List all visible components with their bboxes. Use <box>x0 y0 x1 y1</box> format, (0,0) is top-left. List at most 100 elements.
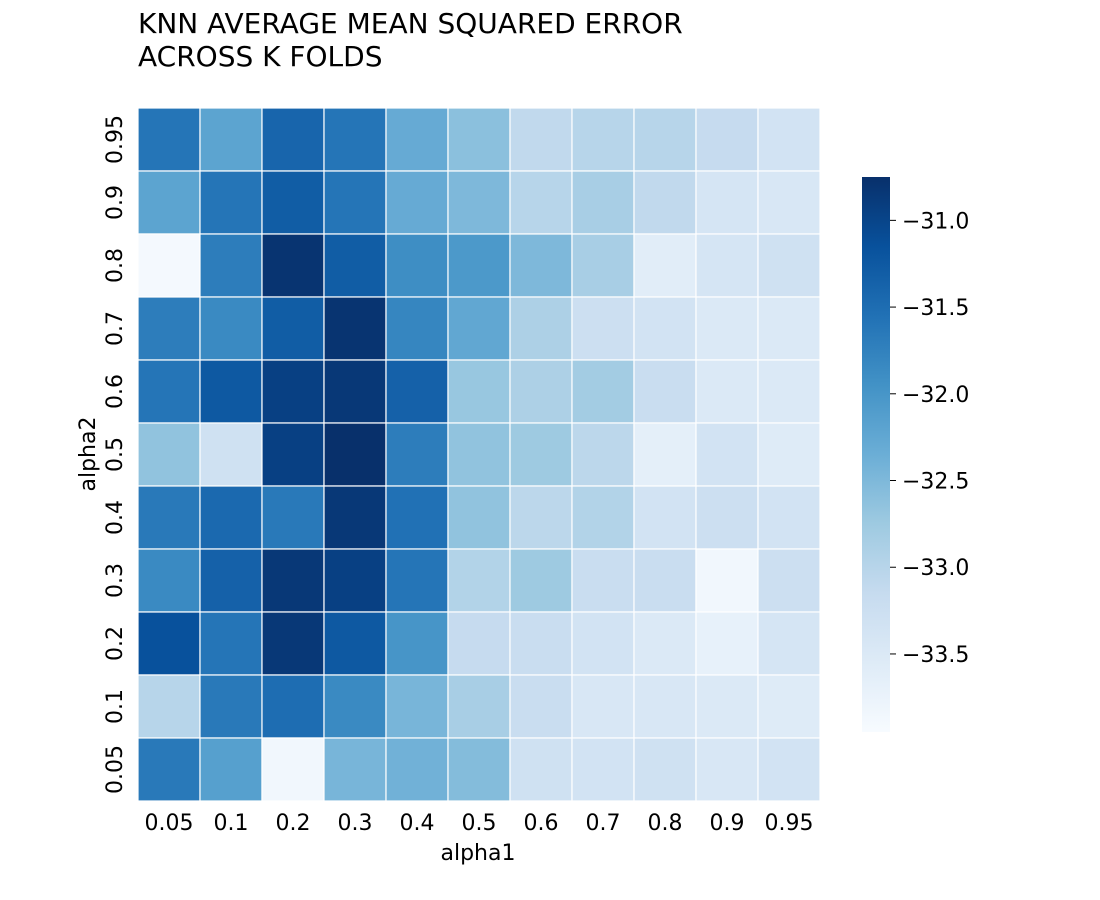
heatmap-cell-r10-c9 <box>695 737 759 802</box>
heatmap-cell-r5-c6 <box>509 422 573 487</box>
x-tick-label: 0.1 <box>214 811 249 836</box>
y-tick-label: 0.3 <box>103 563 128 598</box>
heatmap-cell-r3-c4 <box>385 296 449 361</box>
y-tick-label: 0.7 <box>103 311 128 346</box>
heatmap-cell-r4-c10 <box>757 359 821 424</box>
heatmap-cell-r10-c6 <box>509 737 573 802</box>
y-tick-label: 0.6 <box>103 374 128 409</box>
heatmap-cell-r9-c2 <box>261 674 325 739</box>
heatmap-cell-r10-c4 <box>385 737 449 802</box>
heatmap-cell-r4-c6 <box>509 359 573 424</box>
heatmap-cell-r3-c3 <box>323 296 387 361</box>
heatmap-cell-r8-c1 <box>199 611 263 676</box>
x-tick-label: 0.7 <box>586 811 621 836</box>
heatmap-cell-r6-c1 <box>199 485 263 550</box>
heatmap-cell-r1-c2 <box>261 170 325 235</box>
heatmap-cell-r3-c1 <box>199 296 263 361</box>
x-tick-label: 0.05 <box>145 811 194 836</box>
heatmap-cell-r10-c10 <box>757 737 821 802</box>
heatmap-cell-r9-c10 <box>757 674 821 739</box>
heatmap-cell-r5-c9 <box>695 422 759 487</box>
heatmap-cell-r7-c3 <box>323 548 387 613</box>
heatmap-cell-r6-c6 <box>509 485 573 550</box>
heatmap-cell-r9-c4 <box>385 674 449 739</box>
x-tick-label: 0.9 <box>710 811 745 836</box>
y-tick-label: 0.05 <box>103 745 128 794</box>
heatmap-cell-r1-c9 <box>695 170 759 235</box>
heatmap-cell-r5-c10 <box>757 422 821 487</box>
heatmap-cell-r6-c3 <box>323 485 387 550</box>
heatmap-cell-r6-c9 <box>695 485 759 550</box>
heatmap-cell-r7-c4 <box>385 548 449 613</box>
heatmap-cell-r7-c10 <box>757 548 821 613</box>
y-axis-ticks: 0.95 0.9 0.8 0.7 0.6 0.5 0.4 0.3 0.2 0.1 0.05 <box>103 115 128 794</box>
heatmap-cell-r5-c1 <box>199 422 263 487</box>
heatmap-cell-r6-c10 <box>757 485 821 550</box>
heatmap-cell-r8-c5 <box>447 611 511 676</box>
heatmap-cell-r9-c7 <box>571 674 635 739</box>
heatmap-cell-r7-c5 <box>447 548 511 613</box>
heatmap-cell-r8-c6 <box>509 611 573 676</box>
heatmap-cell-r5-c4 <box>385 422 449 487</box>
heatmap-cell-r2-c10 <box>757 233 821 298</box>
y-tick-label: 0.1 <box>103 689 128 724</box>
heatmap-cell-r3-c2 <box>261 296 325 361</box>
heatmap-cell-r0-c0 <box>137 107 201 172</box>
heatmap-cell-r2-c1 <box>199 233 263 298</box>
heatmap-cell-r6-c7 <box>571 485 635 550</box>
heatmap-cell-r2-c9 <box>695 233 759 298</box>
colorbar-tick-label: −32.0 <box>902 383 969 408</box>
heatmap-cell-r7-c9 <box>695 548 759 613</box>
heatmap-cell-r2-c4 <box>385 233 449 298</box>
heatmap-cell-r2-c2 <box>261 233 325 298</box>
heatmap-cell-r1-c7 <box>571 170 635 235</box>
heatmap-cell-r8-c2 <box>261 611 325 676</box>
heatmap-cell-r2-c5 <box>447 233 511 298</box>
heatmap-cell-r8-c4 <box>385 611 449 676</box>
heatmap-cell-r10-c0 <box>137 737 201 802</box>
y-tick-label: 0.4 <box>103 500 128 535</box>
heatmap-cell-r5-c3 <box>323 422 387 487</box>
heatmap-cell-r3-c6 <box>509 296 573 361</box>
heatmap-cell-r0-c4 <box>385 107 449 172</box>
heatmap-cell-r9-c5 <box>447 674 511 739</box>
heatmap-cell-r7-c2 <box>261 548 325 613</box>
heatmap-cell-r7-c6 <box>509 548 573 613</box>
heatmap-cell-r2-c6 <box>509 233 573 298</box>
heatmap-cell-r4-c0 <box>137 359 201 424</box>
heatmap-cell-r10-c7 <box>571 737 635 802</box>
heatmap-cell-r5-c2 <box>261 422 325 487</box>
heatmap-cell-r2-c0 <box>137 233 201 298</box>
heatmap-cell-r0-c10 <box>757 107 821 172</box>
colorbar <box>862 177 890 732</box>
colorbar-ticks: −31.0 −31.5 −32.0 −32.5 −33.0 −33.5 <box>890 209 969 668</box>
colorbar-tick-label: −32.5 <box>902 470 969 495</box>
heatmap-cell-r4-c2 <box>261 359 325 424</box>
colorbar-tick-label: −31.5 <box>902 296 969 321</box>
x-tick-label: 0.4 <box>400 811 435 836</box>
heatmap-cell-r1-c10 <box>757 170 821 235</box>
heatmap-cell-r2-c8 <box>633 233 697 298</box>
heatmap-cell-r0-c3 <box>323 107 387 172</box>
heatmap-cell-r6-c8 <box>633 485 697 550</box>
y-tick-label: 0.9 <box>103 185 128 220</box>
heatmap-cell-r7-c7 <box>571 548 635 613</box>
heatmap-cell-r9-c9 <box>695 674 759 739</box>
heatmap-cell-r8-c3 <box>323 611 387 676</box>
heatmap-cell-r3-c7 <box>571 296 635 361</box>
heatmap-cell-r4-c1 <box>199 359 263 424</box>
x-tick-label: 0.95 <box>765 811 814 836</box>
heatmap-cell-r10-c1 <box>199 737 263 802</box>
heatmap-cell-r10-c8 <box>633 737 697 802</box>
heatmap-cell-r2-c7 <box>571 233 635 298</box>
heatmap-cell-r8-c0 <box>137 611 201 676</box>
heatmap-cell-r9-c1 <box>199 674 263 739</box>
heatmap-cell-r6-c5 <box>447 485 511 550</box>
y-tick-label: 0.8 <box>103 248 128 283</box>
colorbar-tick-label: −33.5 <box>902 643 969 668</box>
heatmap-cell-r7-c1 <box>199 548 263 613</box>
heatmap-cell-r0-c9 <box>695 107 759 172</box>
heatmap-cell-r0-c2 <box>261 107 325 172</box>
heatmap-cell-r0-c1 <box>199 107 263 172</box>
heatmap-cell-r8-c8 <box>633 611 697 676</box>
